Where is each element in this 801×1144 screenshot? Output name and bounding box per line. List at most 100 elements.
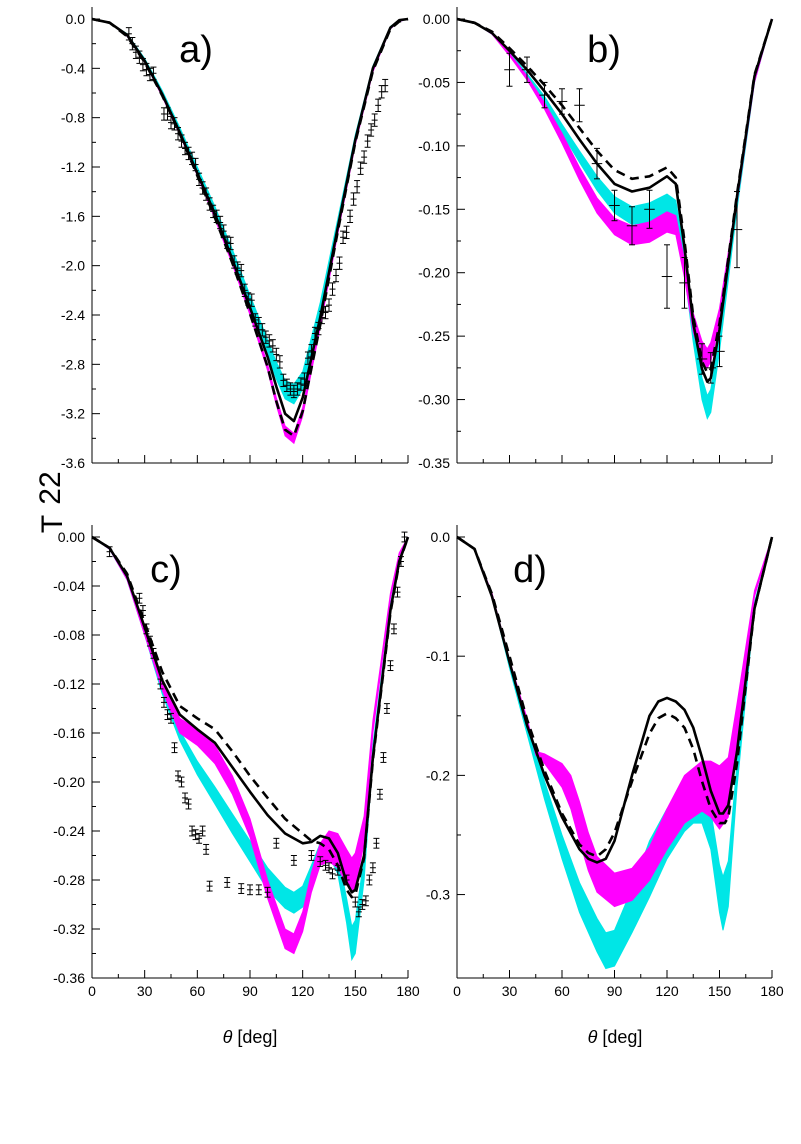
data-point [304,351,311,365]
data-point [626,206,638,246]
data-point [661,244,673,309]
y-tick-label: -0.36 [53,970,85,986]
x-axis-title-left: θ [deg] [223,1027,278,1047]
panel-label: d) [513,549,547,591]
series-line-dashed [456,17,774,375]
data-point [359,899,366,910]
series-line-solid [456,17,774,384]
data-point [164,107,171,121]
band-magenta [456,536,773,908]
y-tick-label: -0.32 [53,921,85,937]
data-point [357,161,364,175]
x-tick-label: 120 [291,983,315,999]
series-line-dashed [456,535,774,858]
data-point [318,310,325,325]
data-point [171,742,178,754]
data-point [371,113,378,127]
data-point [185,146,192,161]
series-line-dashed [91,17,409,438]
y-tick-label: -0.35 [418,455,450,471]
data-point [714,335,725,368]
series-line-dashed [91,535,410,899]
data-point [644,189,655,229]
data-point [287,382,294,396]
y-tick-label: -2.0 [61,258,85,274]
series-line-solid [456,535,774,864]
data-point [361,150,368,164]
data-point [354,180,361,194]
data-point [139,57,146,72]
data-point [308,850,315,861]
data-point [301,372,308,386]
data-point [255,884,262,896]
band-cyan [91,18,409,405]
data-point [238,263,245,278]
y-tick-label: -0.16 [53,725,85,741]
data-point [387,660,394,672]
data-point [504,52,515,87]
data-point [175,770,182,782]
data-point [143,62,150,77]
x-tick-label: 0 [88,983,96,999]
x-axis-unit: [deg] [232,1027,277,1047]
x-tick-label: 30 [502,983,518,999]
data-point [336,256,343,270]
panel-d: 0.0 -0.1 -0.2 -0.3 0 30 60 90 120 150 180 d) [426,525,784,999]
x-axis-title-right: θ [deg] [588,1027,643,1047]
data-point [705,352,716,384]
x-tick-label: 30 [137,983,153,999]
panel-label: b) [587,29,621,71]
data-point [283,378,290,392]
data-point [539,81,550,109]
data-point [317,856,324,868]
series-line-solid [91,17,409,423]
data-point [150,66,157,80]
y-tick-label: -0.10 [418,138,450,154]
data-point [171,117,178,131]
data-point [196,172,203,186]
data-point [164,709,171,721]
data-point [679,256,690,309]
data-point [168,115,174,130]
data-point [175,127,182,141]
data-point [273,347,280,362]
y-tick-label: -2.4 [61,307,85,323]
data-point [217,215,224,230]
data-point [224,877,231,888]
data-point [294,382,301,396]
data-point [189,825,196,837]
band-magenta [91,18,409,445]
data-point [245,292,252,306]
y-tick-label: -3.2 [61,406,85,422]
panel-a: 0.0 -0.4 -0.8 -1.2 -1.6 -2.0 -2.4 -2.8 -3.2 -3.6 a… [61,7,409,471]
x-tick-label: 60 [190,983,206,999]
data-point [192,157,199,172]
y-tick-label: 0.0 [66,11,86,27]
data-point [259,323,266,337]
data-point [178,776,185,788]
y-tick-label: -0.2 [426,767,450,783]
data-point [255,316,262,331]
data-point [276,355,283,369]
data-point [139,605,146,616]
data-point [297,377,304,391]
y-tick-label: 0.00 [58,529,85,545]
x-tick-label: 90 [242,983,258,999]
data-point [280,373,287,388]
data-point [383,703,390,714]
y-tick-label: -0.8 [61,110,85,126]
x-tick-label: 150 [344,983,368,999]
data-point [394,586,401,598]
data-point [322,305,329,320]
y-tick-label: -0.1 [426,648,450,664]
x-tick-label: 0 [453,983,461,999]
panel-label: a) [179,29,213,71]
data-point [609,189,620,222]
y-tick-label: -0.08 [53,627,85,643]
data-point [143,623,150,635]
data-point [262,330,269,344]
data-point [290,384,297,399]
data-point [333,268,340,283]
data-point [238,883,245,894]
